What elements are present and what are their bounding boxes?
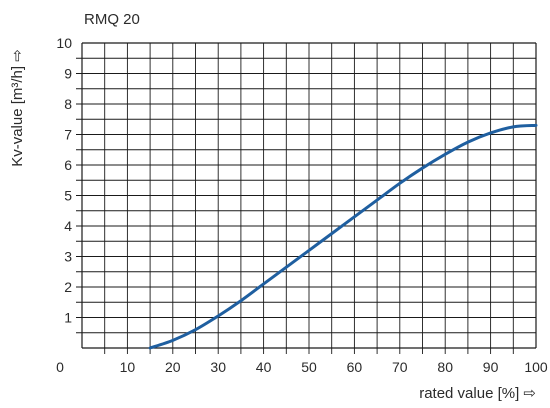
x-tick-label: 30 xyxy=(210,359,226,375)
y-tick-label: 6 xyxy=(64,157,72,173)
x-tick-label: 40 xyxy=(256,359,272,375)
y-axis-label: Kv-value [m³/h] ⇨ xyxy=(9,49,26,167)
chart-title: RMQ 20 xyxy=(84,11,140,28)
y-tick-label: 7 xyxy=(64,127,72,143)
y-tick-label: 1 xyxy=(64,310,72,326)
y-tick-label: 8 xyxy=(64,96,72,112)
kv-series-line xyxy=(148,123,538,350)
ticks: 0 10 20 30 40 50 60 70 80 90 100 1 2 3 4 5 6 7 8 9 10 xyxy=(56,35,548,375)
series-layer xyxy=(148,123,538,350)
x-axis-label: rated value [%] ⇨ xyxy=(419,385,536,402)
y-tick-label: 10 xyxy=(56,35,72,51)
x-tick-label: 0 xyxy=(56,359,64,375)
y-tick-label: 2 xyxy=(64,279,72,295)
x-tick-label: 50 xyxy=(301,359,317,375)
x-tick-label: 90 xyxy=(483,359,499,375)
x-tick-label: 70 xyxy=(392,359,408,375)
grid xyxy=(76,42,537,354)
x-tick-label: 20 xyxy=(165,359,181,375)
x-tick-label: 10 xyxy=(120,359,136,375)
y-tick-label: 3 xyxy=(64,249,72,265)
y-tick-label: 5 xyxy=(64,188,72,204)
x-tick-label: 60 xyxy=(347,359,363,375)
x-tick-label: 80 xyxy=(437,359,453,375)
x-tick-label: 100 xyxy=(524,359,548,375)
y-tick-label: 9 xyxy=(64,66,72,82)
y-tick-label: 4 xyxy=(64,218,72,234)
